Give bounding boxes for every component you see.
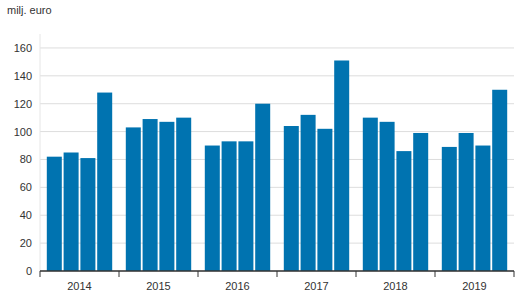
grid-line xyxy=(40,47,514,48)
bars xyxy=(47,60,507,271)
x-tick-label: 2019 xyxy=(462,280,486,292)
bar xyxy=(159,122,174,271)
bar xyxy=(492,90,507,271)
x-tick xyxy=(277,271,278,277)
bar xyxy=(380,122,395,271)
bar xyxy=(459,133,474,271)
x-tick xyxy=(119,271,120,277)
bar xyxy=(442,147,457,271)
x-tick-label: 2017 xyxy=(304,280,328,292)
bar xyxy=(205,146,220,271)
bar xyxy=(126,127,141,271)
x-tick xyxy=(435,271,436,277)
bar xyxy=(363,118,378,271)
bar xyxy=(80,158,95,271)
bar xyxy=(255,104,270,271)
bar xyxy=(47,157,62,271)
y-tick-label: 20 xyxy=(20,237,32,249)
bar xyxy=(396,151,411,271)
y-tick-label: 140 xyxy=(14,70,32,82)
x-tick xyxy=(514,271,515,277)
y-tick-label: 160 xyxy=(14,42,32,54)
y-tick-label: 40 xyxy=(20,209,32,221)
x-tick-label: 2016 xyxy=(225,280,249,292)
chart: 0 20 40 60 80 100 120 140 160 milj. euro 2014 2015 2… xyxy=(0,0,529,302)
y-axis-label: milj. euro xyxy=(7,4,52,16)
y-tick-label: 0 xyxy=(26,265,32,277)
x-tick-label: 2015 xyxy=(146,280,170,292)
y-tick-label: 60 xyxy=(20,181,32,193)
bar xyxy=(475,146,490,271)
x-tick xyxy=(198,271,199,277)
bar xyxy=(301,115,316,271)
bar xyxy=(334,60,349,271)
x-tick-label: 2014 xyxy=(67,280,91,292)
bar xyxy=(222,141,237,271)
bar xyxy=(64,153,79,272)
x-tick xyxy=(356,271,357,277)
x-tick xyxy=(40,271,41,277)
grid-line xyxy=(40,75,514,76)
y-tick-label: 120 xyxy=(14,98,32,110)
bar xyxy=(284,126,299,271)
y-tick-label: 80 xyxy=(20,153,32,165)
bar xyxy=(238,141,253,271)
y-tick-label: 100 xyxy=(14,126,32,138)
x-tick-label: 2018 xyxy=(383,280,407,292)
bar xyxy=(317,129,332,271)
y-axis-line xyxy=(40,34,41,271)
bar xyxy=(413,133,428,271)
bar xyxy=(176,118,191,271)
bar xyxy=(97,93,112,271)
bar xyxy=(143,119,158,271)
